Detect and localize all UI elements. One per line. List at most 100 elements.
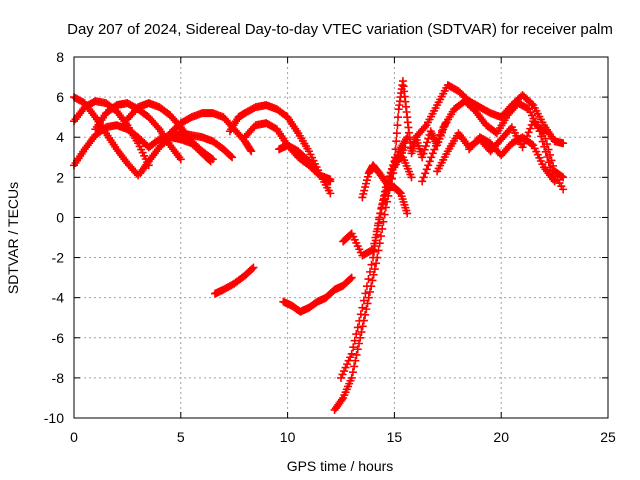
data-point — [559, 139, 568, 148]
data-point — [392, 154, 401, 163]
axis-ticks: 0 5 10 15 20 25 -10 -8 -6 -4 -2 0 2 4 6 8 — [44, 49, 616, 445]
data-point — [395, 188, 404, 197]
data-point — [352, 350, 361, 359]
data-point — [371, 233, 380, 242]
series-arc-g — [166, 109, 256, 156]
series-arc-e — [136, 129, 237, 178]
data-point — [527, 140, 536, 149]
data-point — [391, 153, 400, 162]
y-tick-label: -2 — [52, 250, 65, 266]
data-point — [438, 126, 447, 135]
data-point — [362, 305, 371, 314]
data-point — [393, 121, 402, 130]
data-point — [547, 156, 556, 165]
data-point — [372, 227, 381, 236]
data-point — [420, 145, 429, 154]
data-point — [248, 264, 257, 273]
series-hump-b — [418, 97, 568, 194]
data-point — [358, 322, 367, 331]
data-point — [361, 289, 370, 298]
data-point — [425, 157, 434, 166]
y-tick-label: -10 — [44, 410, 64, 426]
data-point — [249, 263, 258, 272]
data-point — [347, 373, 356, 382]
series-hump-c — [433, 117, 568, 182]
data-point — [419, 173, 428, 182]
data-point — [419, 149, 428, 158]
data-point — [428, 149, 437, 158]
data-point — [370, 239, 379, 248]
data-point — [420, 122, 429, 131]
data-point — [436, 130, 445, 139]
y-tick-label: -6 — [52, 330, 65, 346]
data-point — [388, 165, 397, 174]
data-point — [544, 145, 553, 154]
data-point — [559, 185, 568, 194]
data-point — [355, 316, 364, 325]
y-tick-label: 8 — [56, 49, 64, 65]
data-point — [356, 333, 365, 342]
data-point — [418, 177, 427, 186]
data-point — [378, 199, 387, 208]
data-point — [369, 253, 378, 262]
x-tick-label: 15 — [387, 429, 403, 445]
data-point — [352, 330, 361, 339]
data-point — [394, 187, 403, 196]
data-point — [379, 217, 388, 226]
y-tick-label: 0 — [56, 209, 64, 225]
data-point — [326, 189, 335, 198]
data-point — [418, 153, 427, 162]
data-marks — [70, 77, 568, 414]
y-axis-label: SDTVAR / TECUs — [5, 182, 21, 294]
data-point — [421, 169, 430, 178]
data-point — [355, 339, 364, 348]
data-point — [391, 145, 400, 154]
data-point — [424, 161, 433, 170]
y-tick-label: 2 — [56, 169, 64, 185]
data-point — [542, 140, 551, 149]
data-point — [364, 275, 373, 284]
data-point — [365, 267, 374, 276]
data-point — [377, 203, 386, 212]
data-point — [433, 138, 442, 147]
data-point — [367, 260, 376, 269]
data-point — [365, 287, 374, 296]
y-tick-label: 4 — [56, 129, 64, 145]
data-point — [403, 209, 412, 218]
data-point — [358, 303, 367, 312]
y-tick-label: -4 — [52, 290, 65, 306]
data-point — [349, 343, 358, 352]
data-point — [550, 177, 559, 186]
chart-title: Day 207 of 2024, Sidereal Day-to-day VTE… — [67, 21, 613, 38]
data-point — [434, 134, 443, 143]
data-point — [370, 265, 379, 274]
x-axis-label: GPS time / hours — [287, 458, 394, 474]
data-point — [387, 169, 396, 178]
data-point — [527, 99, 536, 108]
data-point — [559, 173, 568, 182]
data-point — [518, 143, 527, 152]
data-point — [359, 296, 368, 305]
x-tick-label: 5 — [177, 429, 185, 445]
series-rise-b — [337, 153, 416, 382]
data-point — [372, 259, 381, 268]
data-point — [247, 147, 256, 156]
data-point — [246, 145, 255, 154]
data-point — [208, 155, 217, 164]
data-point — [390, 161, 399, 170]
data-point — [392, 137, 401, 146]
data-point — [353, 345, 362, 354]
data-point — [421, 142, 430, 151]
data-point — [356, 310, 365, 319]
data-point — [207, 154, 216, 163]
data-point — [380, 210, 389, 219]
data-point — [369, 245, 378, 254]
data-point — [351, 356, 360, 365]
data-point — [386, 173, 395, 182]
data-point — [523, 104, 532, 113]
data-point — [380, 194, 389, 203]
data-point — [348, 368, 357, 377]
data-point — [153, 123, 162, 132]
series-hump-d — [465, 133, 559, 186]
data-point — [346, 274, 355, 283]
